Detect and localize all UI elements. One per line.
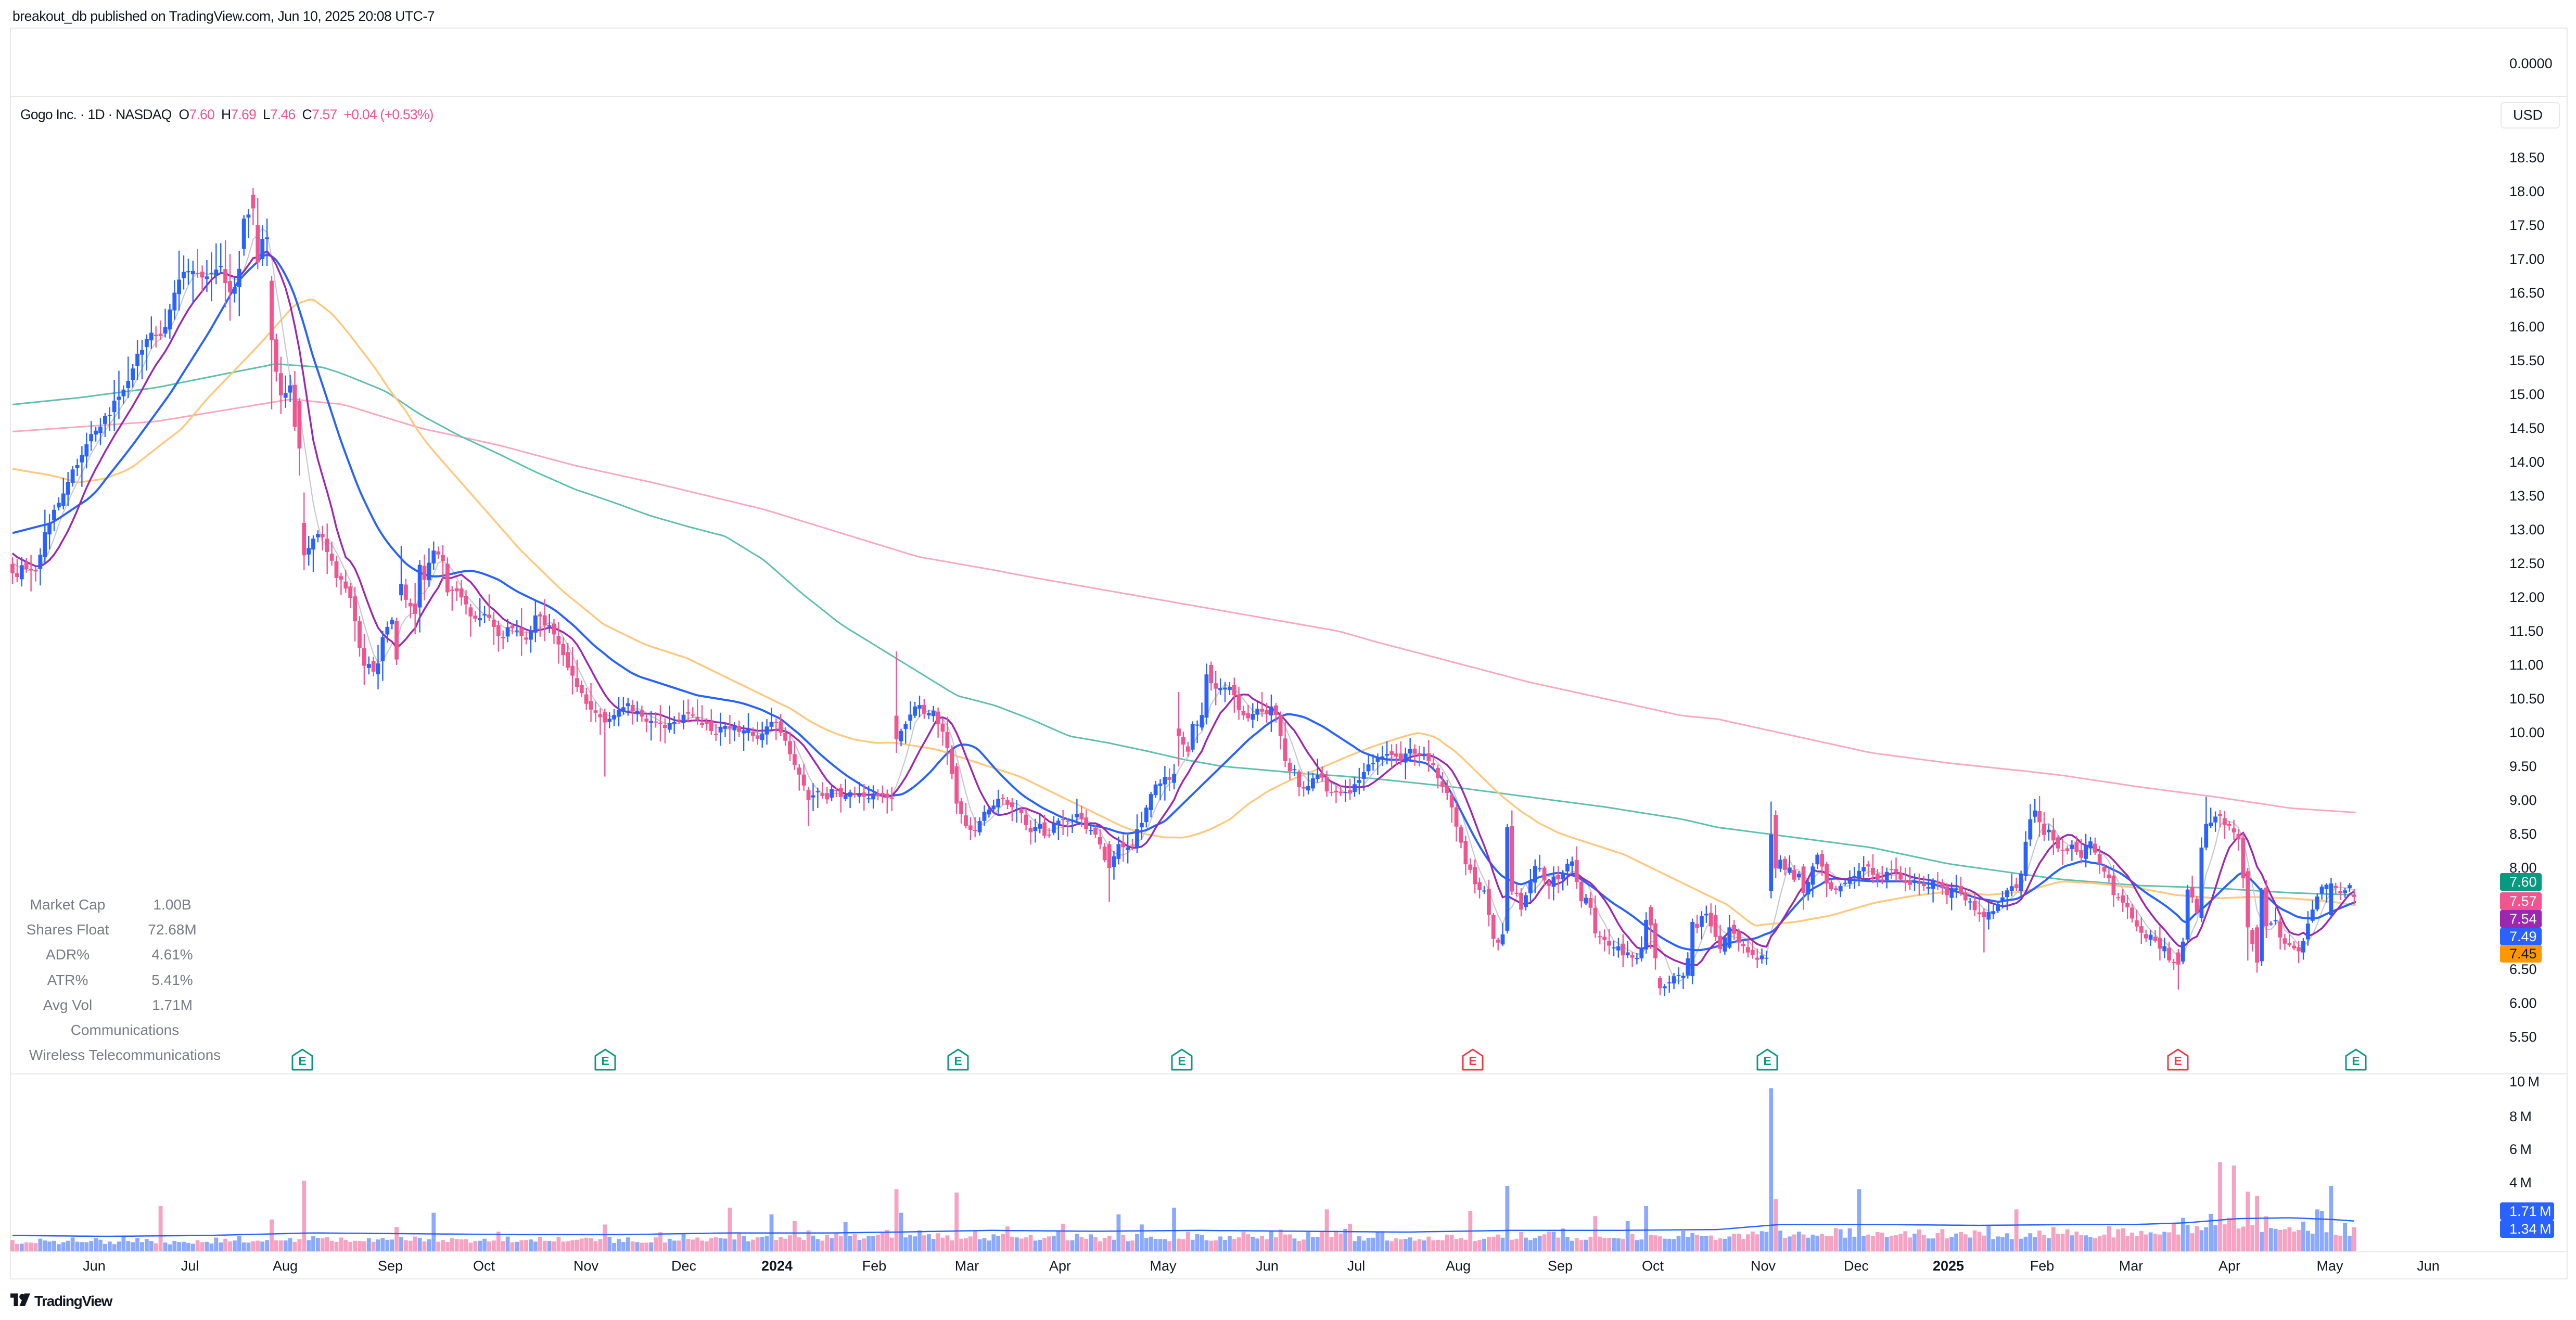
svg-text:E: E	[601, 1054, 609, 1068]
svg-text:Nov: Nov	[1751, 1258, 1776, 1274]
svg-text:Aug: Aug	[1446, 1258, 1471, 1274]
svg-text:Jun: Jun	[2417, 1258, 2440, 1274]
svg-text:Sep: Sep	[378, 1258, 403, 1274]
svg-text:8 M: 8 M	[2509, 1109, 2532, 1124]
svg-text:Jul: Jul	[1347, 1258, 1366, 1274]
svg-text:May: May	[2316, 1258, 2343, 1274]
svg-text:14.50: 14.50	[2509, 420, 2545, 436]
svg-text:Feb: Feb	[862, 1258, 887, 1274]
svg-text:14.00: 14.00	[2509, 454, 2545, 470]
svg-text:18.00: 18.00	[2509, 184, 2545, 199]
svg-text:E: E	[2174, 1054, 2182, 1068]
svg-text:72.68M: 72.68M	[148, 921, 196, 938]
svg-text:10 M: 10 M	[2509, 1074, 2540, 1090]
svg-text:2024: 2024	[761, 1258, 793, 1274]
svg-text:E: E	[2352, 1054, 2360, 1068]
svg-text:Aug: Aug	[273, 1258, 298, 1274]
svg-text:7.60: 7.60	[2509, 874, 2537, 890]
svg-text:13.50: 13.50	[2509, 488, 2545, 504]
svg-text:2025: 2025	[1933, 1258, 1964, 1274]
svg-text:6.50: 6.50	[2509, 962, 2537, 977]
svg-text:8.50: 8.50	[2509, 826, 2537, 842]
svg-text:E: E	[298, 1054, 306, 1068]
svg-text:TradingView: TradingView	[34, 1293, 113, 1309]
svg-text:Shares Float: Shares Float	[27, 921, 109, 938]
svg-text:USD: USD	[2513, 107, 2543, 123]
svg-text:9.50: 9.50	[2509, 759, 2537, 774]
svg-text:1.00B: 1.00B	[153, 896, 191, 913]
svg-text:15.50: 15.50	[2509, 353, 2545, 368]
svg-text:11.00: 11.00	[2509, 657, 2544, 673]
svg-text:E: E	[1469, 1054, 1476, 1068]
svg-text:Oct: Oct	[1642, 1258, 1664, 1274]
svg-text:17.00: 17.00	[2509, 251, 2545, 267]
svg-text:1.71M: 1.71M	[152, 997, 193, 1013]
svg-text:7.45: 7.45	[2509, 946, 2537, 962]
svg-text:ATR%: ATR%	[47, 972, 88, 988]
svg-text:15.00: 15.00	[2509, 387, 2545, 402]
svg-text:5.41%: 5.41%	[151, 972, 193, 988]
svg-text:17.50: 17.50	[2509, 217, 2545, 233]
svg-text:13.00: 13.00	[2509, 522, 2545, 537]
svg-text:1.71 M: 1.71 M	[2509, 1203, 2551, 1219]
svg-text:Apr: Apr	[2218, 1258, 2240, 1274]
svg-text:7.57: 7.57	[2509, 893, 2537, 909]
svg-text:Nov: Nov	[573, 1258, 599, 1274]
svg-text:E: E	[1763, 1054, 1771, 1068]
svg-text:Communications: Communications	[71, 1022, 180, 1038]
svg-text:5.50: 5.50	[2509, 1029, 2537, 1045]
svg-text:18.50: 18.50	[2509, 150, 2545, 165]
svg-text:7.54: 7.54	[2509, 911, 2537, 927]
svg-text:Feb: Feb	[2030, 1258, 2055, 1274]
svg-text:6.00: 6.00	[2509, 995, 2537, 1011]
svg-text:Dec: Dec	[1844, 1258, 1869, 1274]
svg-text:4.61%: 4.61%	[151, 946, 193, 963]
svg-text:16.00: 16.00	[2509, 319, 2545, 335]
svg-text:E: E	[1178, 1054, 1185, 1068]
svg-text:Jul: Jul	[181, 1258, 199, 1274]
svg-text:11.50: 11.50	[2509, 623, 2544, 639]
svg-text:breakout_db published on Tradi: breakout_db published on TradingView.com…	[12, 8, 435, 24]
svg-text:7.49: 7.49	[2509, 929, 2537, 944]
svg-text:4 M: 4 M	[2509, 1175, 2532, 1190]
svg-text:10.00: 10.00	[2509, 725, 2545, 740]
svg-text:16.50: 16.50	[2509, 285, 2545, 301]
svg-text:0.0000: 0.0000	[2509, 56, 2553, 71]
svg-text:Apr: Apr	[1049, 1258, 1071, 1274]
svg-text:Oct: Oct	[473, 1258, 495, 1274]
svg-text:Market Cap: Market Cap	[30, 896, 106, 913]
svg-text:Mar: Mar	[2119, 1258, 2144, 1274]
svg-text:9.00: 9.00	[2509, 792, 2537, 808]
svg-text:Mar: Mar	[955, 1258, 979, 1274]
svg-text:E: E	[954, 1054, 962, 1068]
svg-text:Jun: Jun	[83, 1258, 106, 1274]
svg-text:Jun: Jun	[1256, 1258, 1279, 1274]
svg-text:12.00: 12.00	[2509, 589, 2545, 605]
svg-text:6 M: 6 M	[2509, 1142, 2532, 1157]
svg-text:Sep: Sep	[1548, 1258, 1573, 1274]
svg-text:Avg Vol: Avg Vol	[43, 997, 92, 1013]
svg-text:12.50: 12.50	[2509, 556, 2545, 571]
svg-text:ADR%: ADR%	[46, 946, 90, 963]
svg-text:Wireless Telecommunications: Wireless Telecommunications	[29, 1047, 221, 1063]
svg-text:May: May	[1150, 1258, 1177, 1274]
svg-text:10.50: 10.50	[2509, 691, 2545, 707]
svg-text:1.34 M: 1.34 M	[2509, 1221, 2551, 1237]
svg-text:Dec: Dec	[671, 1258, 696, 1274]
